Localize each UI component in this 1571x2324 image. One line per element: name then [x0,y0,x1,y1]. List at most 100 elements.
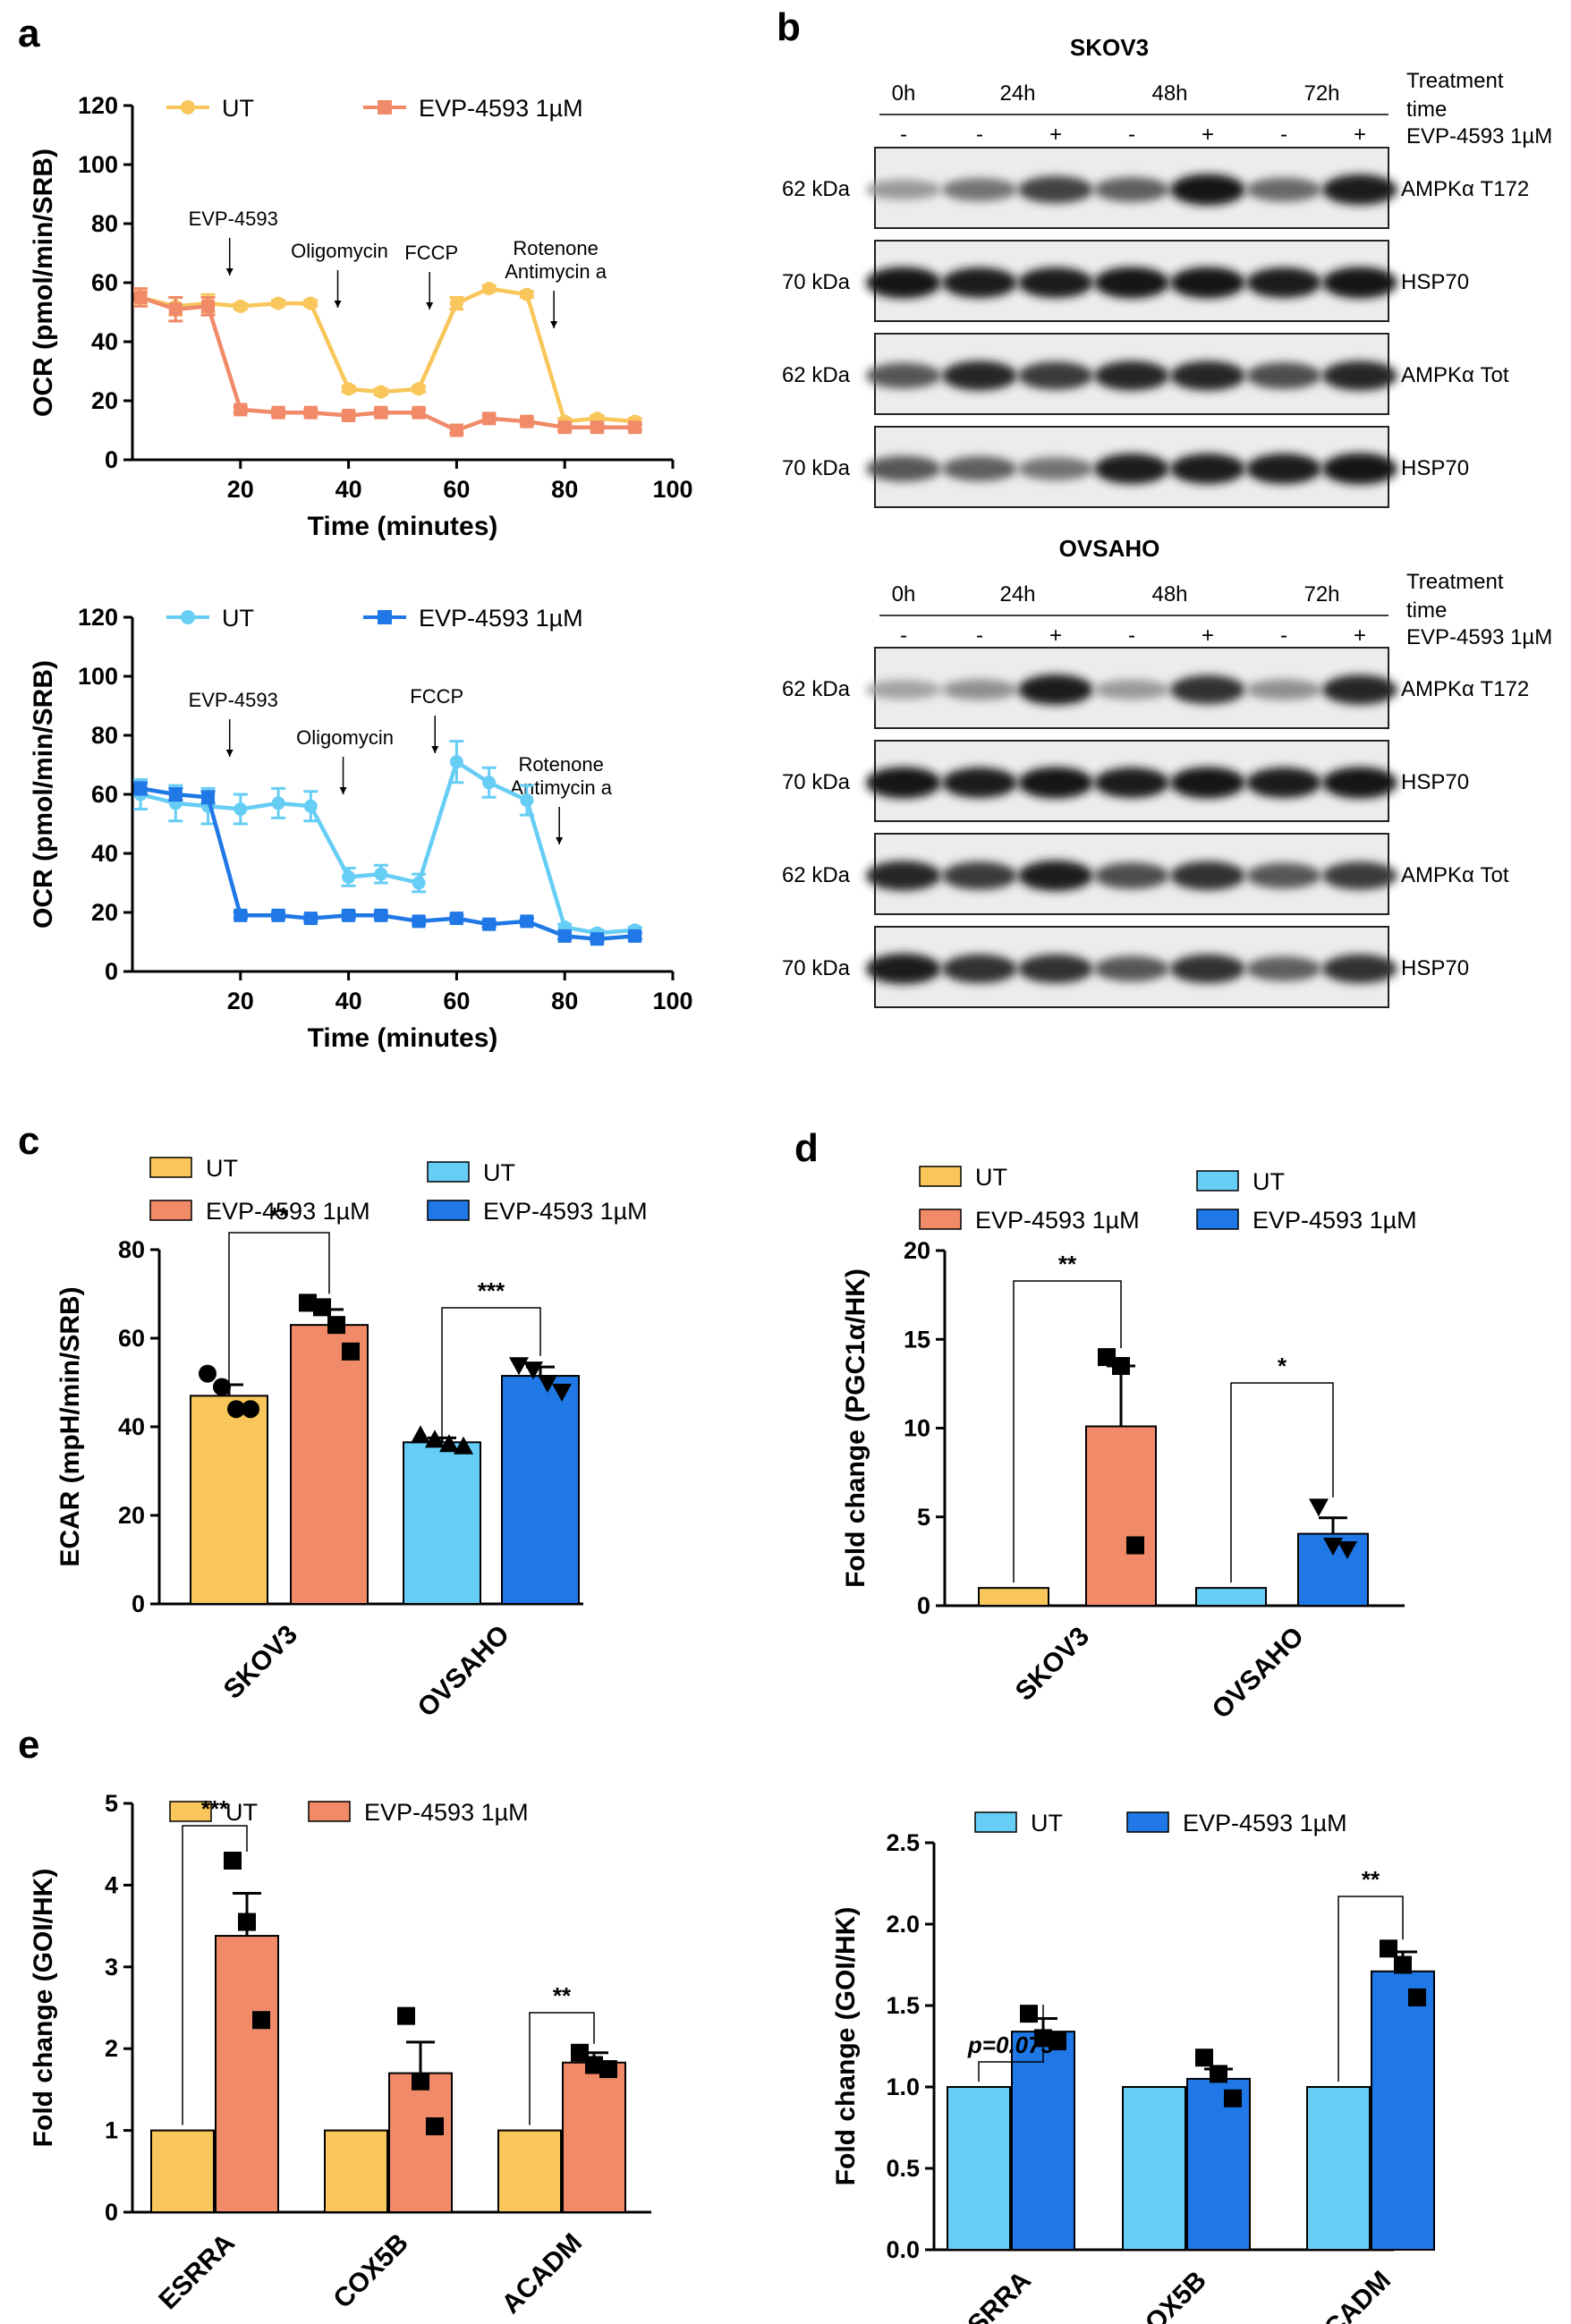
drug-label: EVP-4593 1µM [1406,124,1552,148]
molecular-weight-label: 62 kDa [782,363,851,387]
y-axis-title: Fold change (GOI/HK) [831,1907,861,2186]
data-point [557,929,572,943]
protein-band [1094,679,1169,700]
x-tick-label: 80 [551,988,578,1014]
category-label: OVSAHO [412,1620,515,1723]
blot-row-2: 62 kDa AMPKα Tot [782,833,1509,915]
data-point [271,908,285,922]
protein-band [1018,767,1093,799]
bar-ovsaho-ut [1195,1587,1267,1607]
protein-band [1322,267,1397,299]
bar-cox5b-ut [1122,2086,1186,2251]
bar-chart-d: 0 5 10 15 20 Fold change (PGC1α/HK) UT EVP-4593… [841,1164,1417,1725]
y-tick-label: 3 [105,1954,118,1980]
data-point [1380,1939,1397,1958]
protein-label: HSP70 [1401,770,1469,794]
protein-band [1094,360,1169,391]
y-tick-label: 0.0 [886,2236,920,2263]
y-tick-label: 10 [904,1415,930,1442]
protein-band [866,362,941,389]
injection-label: Rotenone [518,753,603,776]
y-tick-label: 0 [917,1592,930,1619]
significance-bracket [441,1307,541,1438]
legend-swatch [149,1157,192,1178]
time-point-label: 0h [892,81,916,106]
data-point [482,282,497,296]
protein-band [1094,767,1169,799]
protein-band [1322,674,1397,705]
data-point [234,802,248,816]
bar [947,2086,1011,2251]
data-point [449,755,463,769]
bar-acadm-evp [1371,1939,1435,2252]
legend-label: EVP-4593 1µM [206,1198,370,1225]
legend-label: UT [222,95,254,122]
category-label: ESRRA [949,2266,1037,2324]
treatment-sign: - [1128,623,1135,648]
protein-band [1322,954,1397,984]
significance-bracket [1230,1382,1334,1583]
blot-row-1: 70 kDa HSP70 [782,240,1469,322]
panel-label-e: e [18,1723,39,1767]
injection-arrowhead [550,321,558,328]
protein-band [866,861,941,891]
bar [978,1587,1049,1607]
y-tick-label: 60 [91,781,118,808]
y-tick-label: 0 [105,958,118,985]
data-point [412,2072,429,2091]
blot-row-1: 70 kDa HSP70 [782,740,1469,822]
data-point [374,867,388,881]
protein-band [1018,674,1093,706]
y-tick-label: 20 [904,1237,930,1264]
y-tick-label: 20 [91,899,118,926]
x-tick-label: 20 [227,988,254,1014]
data-point [133,291,148,304]
protein-band [1170,267,1245,299]
y-tick-label: 1.0 [886,2074,920,2100]
data-point [599,2060,617,2079]
legend-label: EVP-4593 1µM [419,605,583,632]
significance-bracket [1337,1896,1404,2082]
injection-label: EVP-4593 [189,689,278,711]
bar-skov3-ut [978,1587,1049,1607]
molecular-weight-label: 70 kDa [782,270,851,294]
protein-band [1322,453,1397,485]
bar [1306,2086,1371,2251]
bar-esrra-evp [1011,2005,1075,2252]
time-point-label: 48h [1151,81,1187,106]
time-point-label: 0h [892,582,916,606]
protein-label: AMPKα T172 [1401,177,1529,201]
bar [150,2129,215,2214]
protein-band [1246,679,1321,700]
y-tick-label: 4 [105,1871,118,1898]
y-tick-label: 60 [91,269,118,296]
data-point [552,1383,572,1402]
data-point [234,908,248,922]
y-tick-label: 1.5 [886,1992,920,2019]
category-label: SKOV3 [1010,1622,1095,1707]
y-tick-label: 20 [118,1502,145,1529]
western-blot-skov3: SKOV3 0h 24h 48h 72h Treatment time - - + - + - + EVP-… [782,34,1552,508]
data-point [313,1298,331,1317]
x-tick-label: 40 [335,476,362,503]
y-tick-label: 40 [91,328,118,355]
data-point [303,912,318,926]
bar-chart-e_left: 0 1 2 3 4 5 Fold change (GOI/HK) UT EVP-4593 1µM… [29,1790,651,2320]
treatment-sign: - [976,623,983,648]
y-tick-label: 120 [78,92,118,119]
significance-label: * [1278,1353,1287,1379]
data-point [374,908,388,922]
protein-band [1018,267,1093,299]
treatment-sign: + [1354,623,1366,648]
data-point [1309,1498,1329,1517]
y-tick-label: 2.0 [886,1911,920,1938]
data-point [482,411,497,426]
data-point [342,409,356,422]
treatment-sign: - [1280,623,1287,648]
legend-swatch [308,1801,351,1822]
y-axis-title: Fold change (GOI/HK) [29,1869,58,2148]
protein-band [942,177,1017,202]
protein-band [1246,453,1321,485]
bar-ovsaho-evp [501,1357,580,1605]
